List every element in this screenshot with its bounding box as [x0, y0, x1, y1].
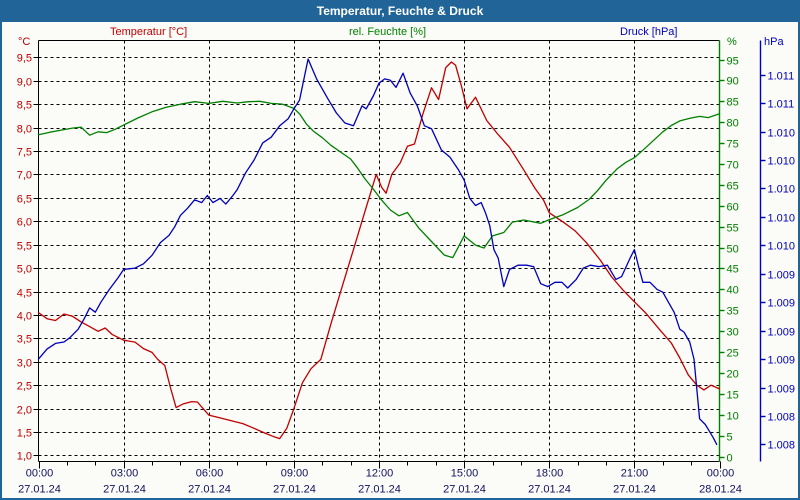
x-time-label: 12:00: [366, 468, 394, 480]
humidity-unit-label: %: [727, 36, 737, 48]
pressure-tick-label: 1.009: [768, 355, 796, 367]
x-time-label: 06:00: [196, 468, 224, 480]
pressure-unit-label: hPa: [764, 36, 784, 48]
temperature-tick-label: 2,5: [17, 381, 32, 393]
temperature-tick-label: 2,0: [17, 405, 32, 417]
humidity-tick-label: 75: [727, 139, 739, 151]
humidity-tick-label: 95: [727, 56, 739, 68]
humidity-tick-label: 20: [727, 369, 739, 381]
series-line-temp: [37, 61, 721, 440]
humidity-tick-label: 85: [727, 97, 739, 109]
humidity-axis-title: rel. Feuchte [%]: [349, 26, 427, 38]
x-date-label: 28.01.24: [699, 484, 742, 496]
series-line-humidity: [37, 100, 721, 259]
series-line-pressure: [37, 58, 718, 446]
humidity-tick-label: 55: [727, 223, 739, 235]
pressure-tick-label: 1.009: [768, 384, 796, 396]
humidity-tick-label: 25: [727, 348, 739, 360]
temperature-tick-label: 4,0: [17, 311, 32, 323]
pressure-axis-title: Druck [hPa]: [620, 26, 678, 38]
temperature-tick-label: 7,5: [17, 147, 32, 159]
temperature-tick-label: 5,5: [17, 241, 32, 253]
temperature-axis-title: Temperatur [°C]: [110, 26, 188, 38]
temperature-tick-label: 6,5: [17, 194, 32, 206]
x-date-label: 27.01.24: [188, 484, 231, 496]
pressure-tick-label: 1.010: [768, 128, 796, 140]
temperature-tick-label: 9,0: [17, 77, 32, 89]
pressure-tick-label: 1.009: [768, 327, 796, 339]
humidity-tick-label: 35: [727, 306, 739, 318]
humidity-tick-label: 10: [727, 411, 739, 423]
temperature-tick-label: 8,5: [17, 100, 32, 112]
humidity-tick-label: 0: [727, 453, 733, 465]
pressure-tick-label: 1.010: [768, 241, 796, 253]
pressure-tick-label: 1.011: [768, 71, 795, 83]
x-time-label: 09:00: [281, 468, 309, 480]
humidity-tick-label: 40: [727, 285, 739, 297]
temperature-tick-label: 6,0: [17, 217, 32, 229]
humidity-tick-label: 5: [727, 432, 733, 444]
humidity-tick-label: 50: [727, 244, 739, 256]
x-date-label: 27.01.24: [103, 484, 146, 496]
humidity-tick-label: 80: [727, 118, 739, 130]
x-time-label: 00:00: [26, 468, 54, 480]
pressure-tick-label: 1.010: [768, 156, 796, 168]
pressure-tick-label: 1.011: [768, 99, 795, 111]
temperature-tick-label: 8,0: [17, 124, 32, 136]
temperature-tick-label: 3,5: [17, 334, 32, 346]
humidity-tick-label: 15: [727, 390, 739, 402]
x-date-label: 27.01.24: [273, 484, 316, 496]
temperature-unit-label: °C: [18, 36, 31, 48]
humidity-tick-label: 90: [727, 76, 739, 88]
temperature-tick-label: 7,0: [17, 170, 32, 182]
humidity-tick-label: 70: [727, 160, 739, 172]
pressure-tick-label: 1.008: [768, 412, 796, 424]
x-time-label: 18:00: [536, 468, 564, 480]
x-time-label: 00:00: [707, 468, 735, 480]
pressure-tick-label: 1.009: [768, 298, 796, 310]
window-title: Temperatur, Feuchte & Druck: [316, 4, 484, 18]
temperature-tick-label: 9,5: [17, 53, 32, 65]
temperature-tick-label: 4,5: [17, 288, 32, 300]
x-time-label: 03:00: [111, 468, 139, 480]
pressure-tick-label: 1.008: [768, 440, 796, 452]
temperature-tick-label: 1,0: [17, 451, 32, 463]
humidity-tick-label: 45: [727, 264, 739, 276]
humidity-tick-label: 60: [727, 202, 739, 214]
x-time-label: 21:00: [621, 468, 649, 480]
temperature-tick-label: 3,0: [17, 358, 32, 370]
x-date-label: 27.01.24: [528, 484, 571, 496]
temperature-tick-label: 1,5: [17, 428, 32, 440]
x-time-label: 15:00: [451, 468, 479, 480]
humidity-tick-label: 65: [727, 181, 739, 193]
window-title-bar: Temperatur, Feuchte & Druck: [0, 0, 800, 22]
pressure-tick-label: 1.010: [768, 213, 796, 225]
pressure-tick-label: 1.010: [768, 184, 796, 196]
x-date-label: 27.01.24: [613, 484, 656, 496]
temperature-tick-label: 5,0: [17, 264, 32, 276]
pressure-tick-label: 1.009: [768, 270, 796, 282]
x-date-label: 27.01.24: [18, 484, 61, 496]
x-date-label: 27.01.24: [358, 484, 401, 496]
humidity-tick-label: 30: [727, 327, 739, 339]
x-date-label: 27.01.24: [443, 484, 486, 496]
